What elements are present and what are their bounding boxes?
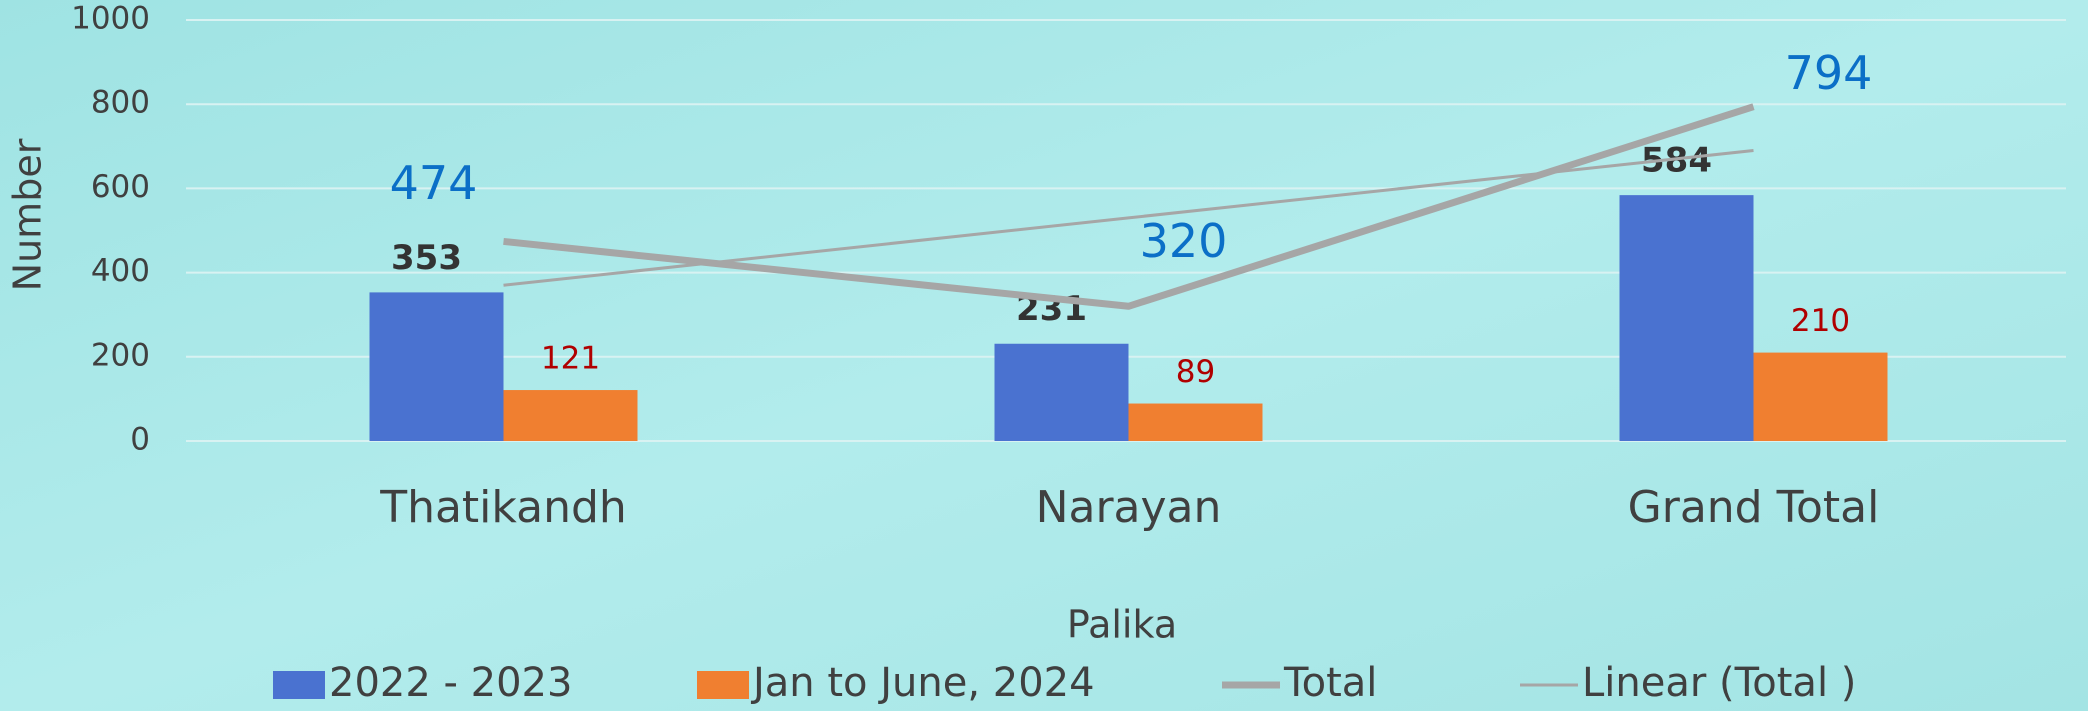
bar: [994, 343, 1129, 441]
bar: [1128, 403, 1263, 441]
bar: [1753, 352, 1888, 441]
data-label: 474: [390, 156, 478, 210]
x-axis-title: Palika: [1067, 603, 1177, 647]
bar: [1619, 195, 1754, 441]
trendline: [503, 149, 1754, 287]
y-tick-label: 1000: [71, 1, 150, 37]
bar: [503, 390, 638, 441]
y-tick-label: 400: [91, 253, 150, 289]
x-tick-label: Thatikandh: [379, 482, 627, 533]
data-label: 210: [1791, 303, 1850, 339]
legend-label: Jan to June, 2024: [750, 660, 1095, 706]
legend-label: Linear (Total ): [1582, 660, 1856, 706]
legend-swatch: [273, 671, 325, 699]
data-label: 89: [1176, 354, 1215, 390]
y-tick-label: 0: [130, 422, 150, 458]
y-axis-title: Number: [6, 138, 50, 291]
bar: [369, 292, 504, 441]
y-tick-label: 200: [91, 337, 150, 373]
y-tick-label: 800: [91, 85, 150, 121]
data-label: 794: [1785, 46, 1873, 100]
legend-swatch: [697, 671, 749, 699]
data-label: 121: [541, 341, 600, 377]
x-tick-label: Grand Total: [1628, 482, 1880, 533]
y-tick-label: 600: [91, 169, 150, 205]
data-label: 353: [391, 238, 462, 278]
x-tick-label: Narayan: [1036, 482, 1222, 533]
legend-label: Total: [1283, 660, 1377, 706]
data-label: 320: [1140, 214, 1228, 268]
legend-label: 2022 - 2023: [329, 660, 572, 706]
